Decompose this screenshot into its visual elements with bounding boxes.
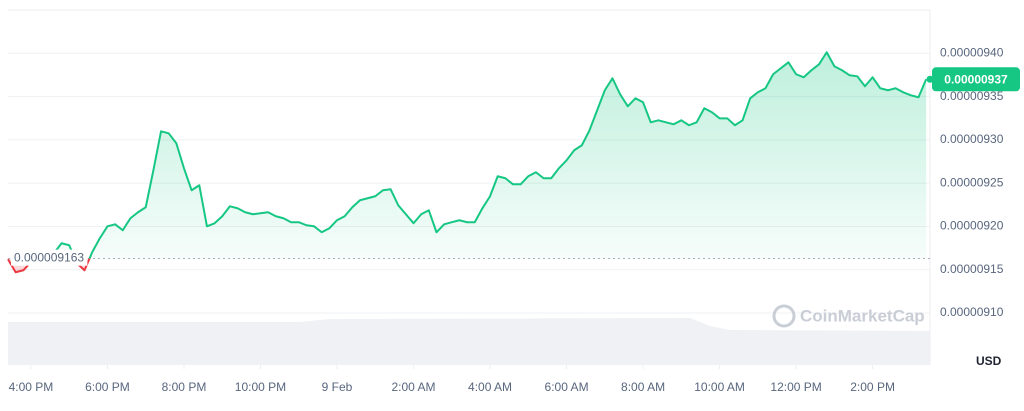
x-tick-label: 4:00 PM — [9, 380, 54, 394]
plot — [7, 51, 930, 274]
x-tick-label: 9 Feb — [322, 380, 353, 394]
current-price-dot — [926, 75, 934, 83]
reference-label: 0.000009163 — [14, 251, 84, 265]
currency-label: USD — [976, 354, 1002, 368]
price-line-up — [35, 51, 928, 259]
y-tick-label: 0.00000925 — [940, 175, 1004, 189]
watermark: CoinMarketCap — [772, 304, 925, 328]
x-tick-label: 8:00 PM — [162, 380, 207, 394]
y-tick-label: 0.00000920 — [940, 219, 1004, 233]
x-tick-label: 4:00 AM — [468, 380, 512, 394]
y-tick-label: 0.00000910 — [940, 305, 1004, 319]
x-tick-label: 6:00 AM — [545, 380, 589, 394]
x-tick-label: 2:00 AM — [392, 380, 436, 394]
x-tick-label: 6:00 PM — [85, 380, 130, 394]
y-tick-label: 0.00000935 — [940, 89, 1004, 103]
volume-area — [8, 318, 930, 365]
x-tick-label: 2:00 PM — [850, 380, 895, 394]
current-price-box — [932, 67, 1020, 92]
y-tick-label: 0.00000930 — [940, 132, 1004, 146]
y-tick-label: 0.00000940 — [940, 45, 1004, 59]
x-tick-label: 10:00 AM — [694, 380, 745, 394]
reference-label-bg — [11, 249, 88, 266]
area-up — [8, 52, 927, 259]
x-tick-label: 10:00 PM — [235, 380, 286, 394]
watermark-text: CoinMarketCap — [800, 306, 925, 325]
x-tick-label: 12:00 PM — [770, 380, 821, 394]
y-tick-label: 0.00000915 — [940, 262, 1004, 276]
current-price-label: 0.00000937 — [944, 72, 1008, 86]
x-tick-label: 8:00 AM — [621, 380, 665, 394]
overlay: 0.000009163 0.00000937 — [11, 67, 1020, 266]
